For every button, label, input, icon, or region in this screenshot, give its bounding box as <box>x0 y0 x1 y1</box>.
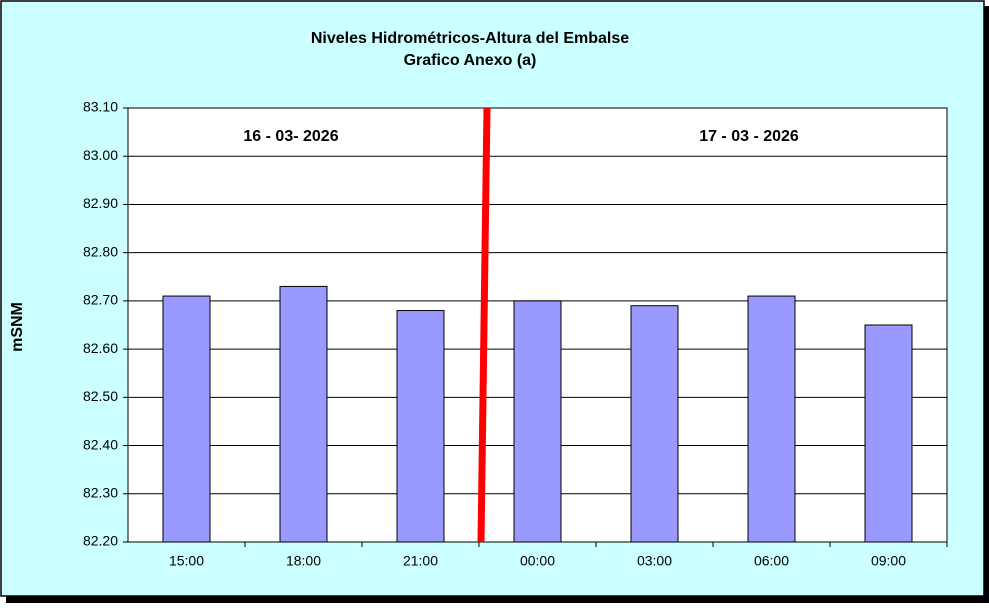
y-tick-label: 82.90 <box>83 195 118 211</box>
x-tick-label: 03:00 <box>637 553 672 569</box>
y-axis-label: mSNM <box>9 302 26 352</box>
bar <box>630 305 679 543</box>
bar <box>747 295 796 543</box>
x-tick-label: 09:00 <box>871 553 906 569</box>
y-tick-label: 82.70 <box>83 292 118 308</box>
x-tick-label: 00:00 <box>520 553 555 569</box>
y-tick-label: 82.30 <box>83 484 118 500</box>
x-tick-label: 18:00 <box>286 553 321 569</box>
bar <box>864 324 913 543</box>
y-tick-label: 82.40 <box>83 436 118 452</box>
y-tick-label: 83.10 <box>83 99 118 115</box>
y-tick-label: 82.60 <box>83 340 118 356</box>
y-tick-label: 83.00 <box>83 147 118 163</box>
bar <box>396 310 445 543</box>
date-divider <box>477 107 491 543</box>
bar <box>513 300 562 543</box>
bar <box>279 285 328 543</box>
x-tick-label: 15:00 <box>169 553 204 569</box>
y-tick-label: 82.80 <box>83 243 118 259</box>
y-tick-label: 82.20 <box>83 533 118 549</box>
chart-title: Niveles Hidrométricos-Altura del Embalse <box>311 30 629 47</box>
annotation: 16 - 03- 2026 <box>243 128 338 145</box>
annotation: 17 - 03 - 2026 <box>699 128 799 145</box>
x-tick-label: 06:00 <box>754 553 789 569</box>
x-tick-label: 21:00 <box>403 553 438 569</box>
bar <box>162 295 211 543</box>
y-tick-label: 82.50 <box>83 388 118 404</box>
chart-subtitle: Grafico Anexo (a) <box>404 52 537 69</box>
